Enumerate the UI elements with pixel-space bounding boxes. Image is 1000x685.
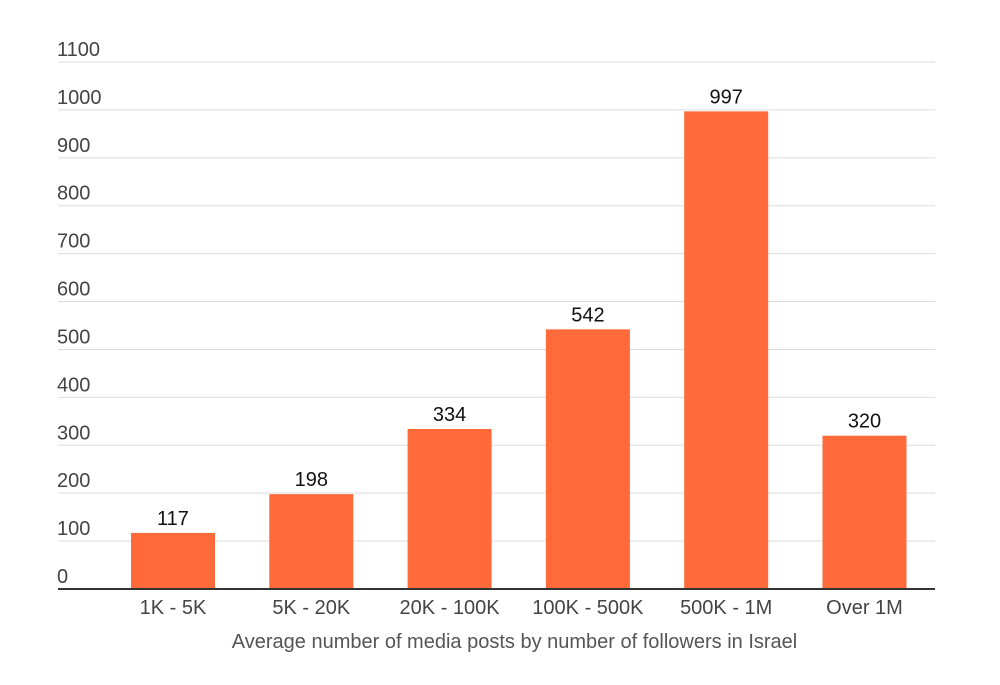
bar (407, 428, 492, 589)
x-tick-label: 20K - 100K (400, 597, 501, 619)
bar-value-label: 320 (848, 411, 881, 433)
y-tick-label: 0 (57, 566, 68, 588)
bar-value-label: 198 (295, 469, 328, 491)
bars (131, 111, 907, 589)
y-tick-label: 1000 (57, 87, 102, 109)
bar-value-label: 117 (157, 508, 189, 530)
y-tick-label: 900 (57, 135, 90, 157)
bar-value-label: 542 (571, 304, 604, 326)
y-tick-label: 400 (57, 374, 90, 396)
bar (822, 435, 907, 589)
y-tick-label: 500 (57, 326, 90, 348)
bar (269, 494, 354, 589)
y-tick-label: 200 (57, 470, 90, 492)
x-tick-label: 100K - 500K (532, 597, 644, 619)
x-tick-label: 1K - 5K (140, 597, 207, 619)
x-axis-label: Average number of media posts by number … (232, 631, 797, 653)
gridlines (58, 61, 935, 542)
y-tick-label: 100 (57, 518, 90, 540)
y-tick-label: 1100 (57, 39, 100, 61)
bar-value-label: 997 (710, 86, 743, 108)
bar-value-label: 334 (433, 404, 466, 426)
y-tick-label: 300 (57, 422, 90, 444)
x-axis-category-labels: 1K - 5K 5K - 20K 20K - 100K 100K - 500K 500K… (140, 597, 903, 619)
bar (131, 532, 215, 589)
bar (545, 329, 630, 589)
y-tick-label: 600 (57, 279, 90, 301)
data-labels: 117 198 334 542 997 320 (157, 86, 881, 530)
y-tick-label: 700 (57, 231, 90, 253)
y-axis-tick-labels: 0 100 200 300 400 500 600 700 800 900 1000 1100 (57, 39, 102, 588)
bar (684, 111, 769, 589)
x-tick-label: Over 1M (826, 597, 903, 619)
y-tick-label: 800 (57, 183, 90, 205)
x-tick-label: 500K - 1M (680, 597, 772, 619)
x-tick-label: 5K - 20K (272, 597, 350, 619)
